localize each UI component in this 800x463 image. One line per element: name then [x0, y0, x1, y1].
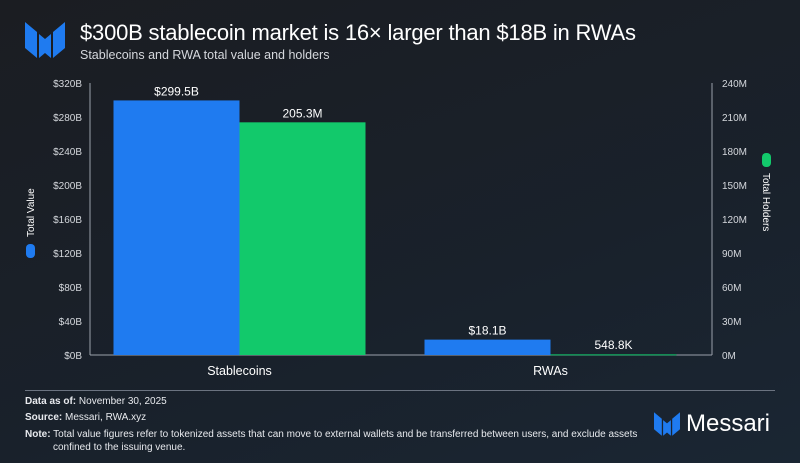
- legend-swatch-total-holders: [762, 153, 771, 167]
- bar-chart: $0B $40B $80B $120B $160B $200B $240B $280B $320…: [26, 79, 771, 378]
- data-as-of: Data as of: November 30, 2025: [25, 396, 167, 407]
- right-tick-label: 120M: [722, 215, 747, 226]
- bar-total-value: [424, 339, 551, 355]
- left-tick-label: $280B: [53, 113, 82, 124]
- chart-subtitle: Stablecoins and RWA total value and hold…: [80, 48, 330, 62]
- right-tick-label: 240M: [722, 79, 747, 90]
- footer-divider: [25, 390, 775, 391]
- right-axis-title: Total Holders: [760, 173, 771, 231]
- brand-name: Messari: [685, 410, 770, 437]
- messari-brand: Messari: [653, 410, 770, 438]
- data-label: 548.8K: [594, 338, 632, 352]
- left-axis-title: Total Value: [26, 188, 37, 237]
- left-tick-label: $160B: [53, 215, 82, 226]
- left-tick-label: $40B: [59, 317, 83, 328]
- legend-swatch-total-value: [26, 244, 35, 258]
- right-tick-label: 60M: [722, 283, 741, 294]
- right-tick-label: 90M: [722, 249, 741, 260]
- left-tick-label: $0B: [64, 351, 82, 362]
- bar-total-value: [113, 100, 240, 355]
- right-tick-label: 150M: [722, 181, 747, 192]
- right-tick-label: 210M: [722, 113, 747, 124]
- left-tick-label: $200B: [53, 181, 82, 192]
- category-label: Stablecoins: [207, 364, 272, 378]
- data-label: $299.5B: [154, 84, 199, 98]
- bar-total-holders: [550, 354, 677, 356]
- left-tick-label: $120B: [53, 249, 82, 260]
- right-tick-label: 180M: [722, 147, 747, 158]
- data-label: 205.3M: [282, 106, 322, 120]
- right-tick-label: 0M: [722, 351, 736, 362]
- messari-logo-icon: [25, 22, 65, 58]
- category-label: RWAs: [533, 364, 568, 378]
- messari-logo-icon: [653, 412, 680, 436]
- bar-total-holders: [239, 122, 366, 356]
- chart-title: $300B stablecoin market is 16× larger th…: [80, 20, 636, 45]
- note: Note: Total value figures refer to token…: [25, 429, 638, 453]
- right-tick-label: 30M: [722, 317, 741, 328]
- source: Source: Messari, RWA.xyz: [25, 412, 147, 423]
- left-tick-label: $240B: [53, 147, 82, 158]
- left-tick-label: $80B: [59, 283, 83, 294]
- left-tick-label: $320B: [53, 79, 82, 90]
- data-label: $18.1B: [468, 324, 506, 338]
